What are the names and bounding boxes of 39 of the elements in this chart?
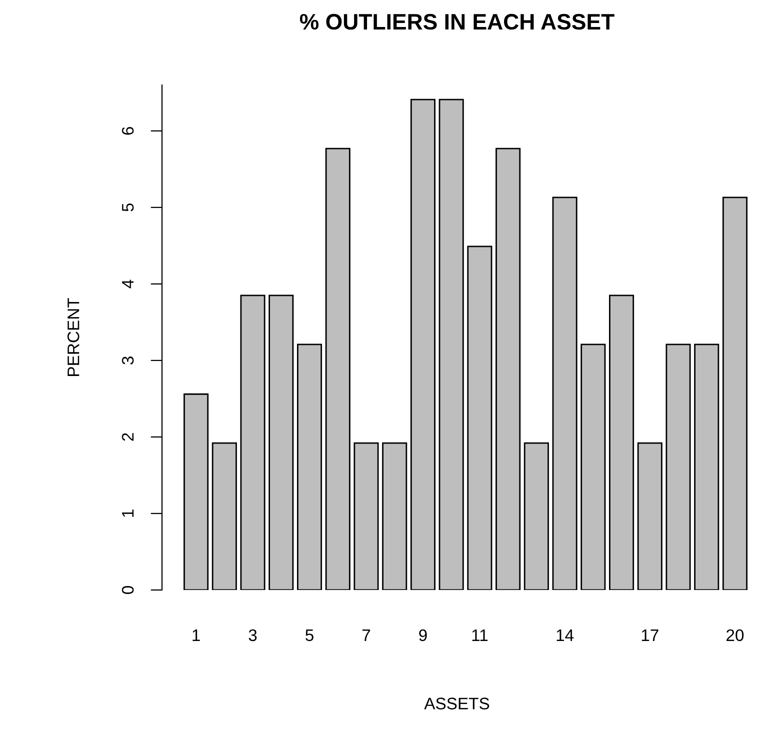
bar <box>184 393 209 590</box>
x-tick-label: 9 <box>419 629 427 642</box>
y-tick-label: 2 <box>122 433 134 441</box>
y-tick-label: 6 <box>122 127 134 135</box>
x-tick-label: 1 <box>192 630 200 641</box>
bar <box>410 98 436 590</box>
x-tick-label: 3 <box>248 629 257 642</box>
chart-title: % OUTLIERS IN EACH ASSET <box>300 14 614 30</box>
x-tick-label: 17 <box>642 630 658 641</box>
y-tick-label: 1 <box>122 510 134 517</box>
bar <box>552 196 578 590</box>
bar <box>354 442 379 590</box>
bar <box>240 294 266 590</box>
bar <box>694 344 720 590</box>
y-tick-label: 4 <box>122 280 134 288</box>
bar <box>325 148 350 590</box>
bar <box>666 344 691 590</box>
bar <box>496 148 521 590</box>
bar <box>580 344 606 590</box>
x-axis-title: ASSETS <box>424 698 490 710</box>
bar <box>212 442 237 590</box>
y-axis-title: PERCENT <box>67 298 80 376</box>
y-tick-label: 0 <box>122 586 134 594</box>
bar <box>524 442 549 590</box>
bar <box>296 344 322 590</box>
bar <box>268 294 294 590</box>
bar <box>467 246 492 590</box>
bar <box>722 196 748 590</box>
y-tick-label: 3 <box>122 356 134 364</box>
x-tick-label: 5 <box>306 630 314 642</box>
y-tick-label: 5 <box>122 203 134 212</box>
x-tick-label: 11 <box>472 630 488 641</box>
x-tick-label: 7 <box>362 630 370 641</box>
x-tick-label: 14 <box>556 630 574 641</box>
bar <box>637 442 662 590</box>
bar <box>438 98 464 590</box>
bar <box>382 442 408 590</box>
bar <box>609 294 634 590</box>
x-tick-label: 20 <box>726 629 744 642</box>
